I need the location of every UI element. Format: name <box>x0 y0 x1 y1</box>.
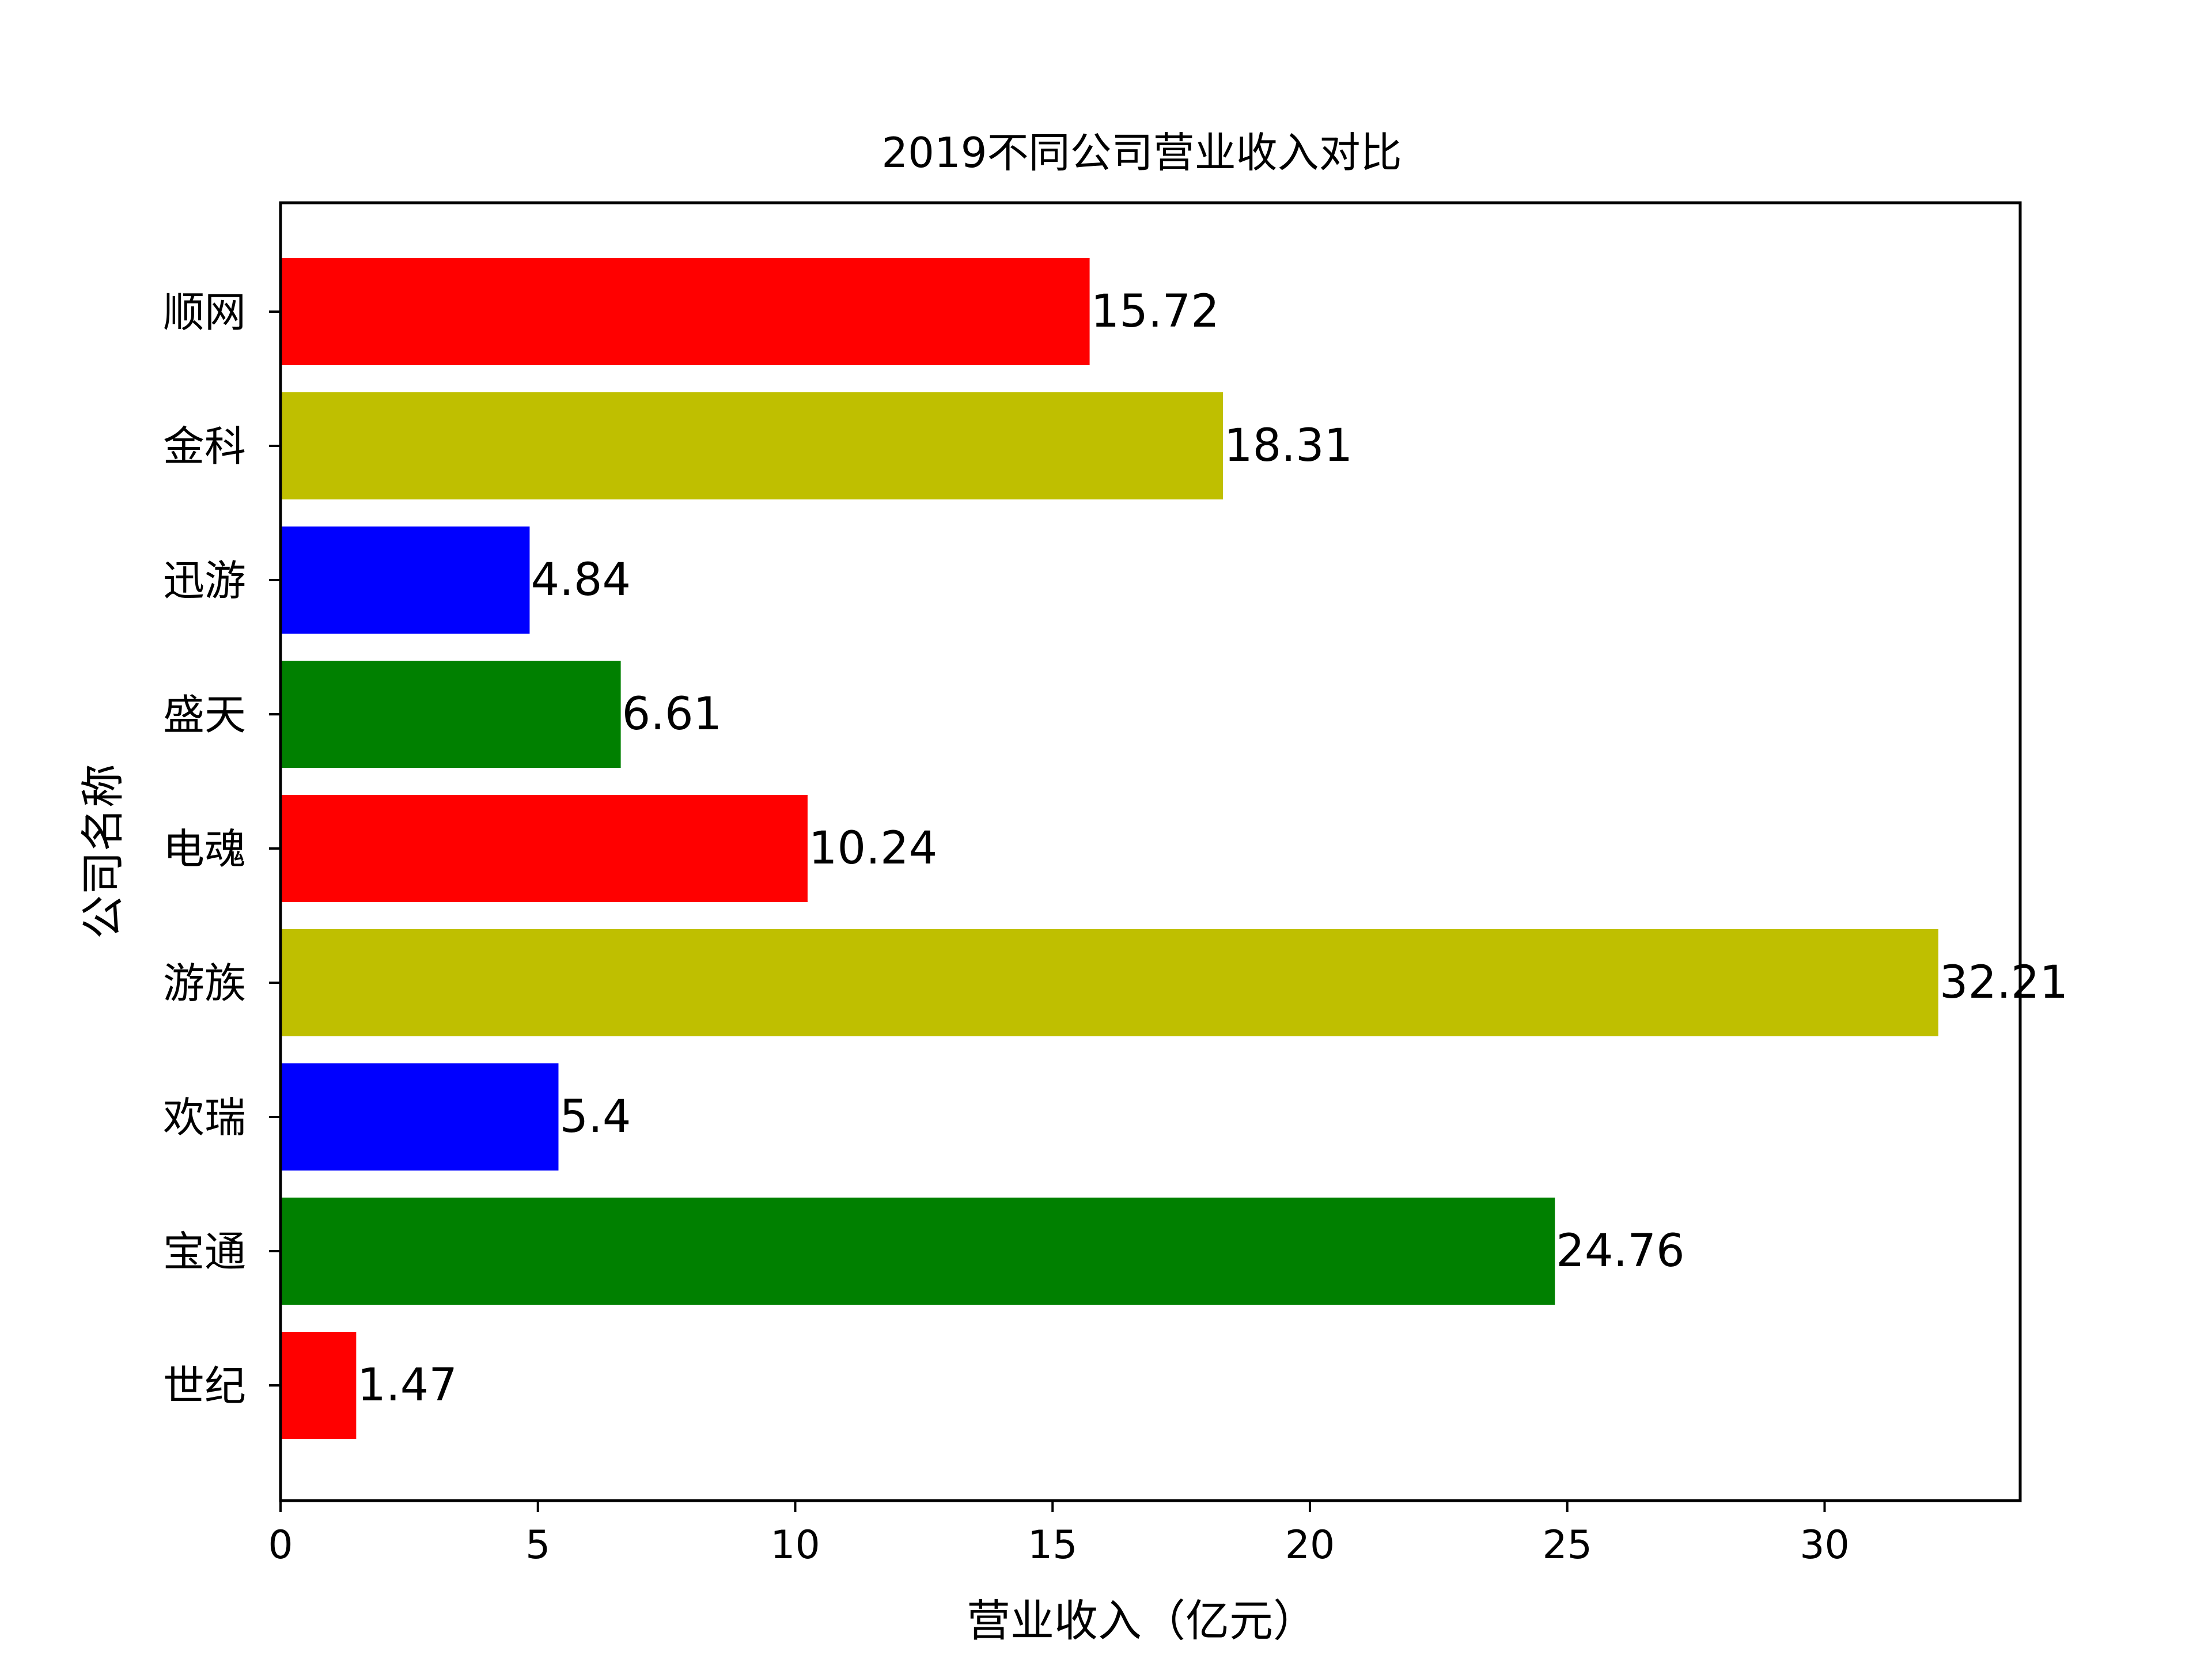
bar-9 <box>281 258 1090 365</box>
bar-1 <box>281 1332 357 1439</box>
x-tick-label-7: 30 <box>1800 1522 1850 1568</box>
value-label-3: 5.4 <box>559 1091 631 1143</box>
x-tick-label-6: 25 <box>1542 1522 1592 1568</box>
y-tick-label-1: 世纪 <box>163 1362 246 1410</box>
y-tick-label-9: 顺网 <box>163 288 246 336</box>
bar-6 <box>281 661 621 768</box>
value-label-2: 24.76 <box>1556 1225 1684 1277</box>
x-tick-label-2: 5 <box>525 1522 550 1568</box>
y-axis-label: 公司名称 <box>77 764 128 939</box>
value-label-6: 6.61 <box>622 688 722 740</box>
y-tick-label-4: 游族 <box>163 959 246 1007</box>
y-tick-label-6: 盛天 <box>163 691 246 739</box>
value-label-9: 15.72 <box>1091 286 1219 338</box>
bars-layer: 1.47 24.76 5.4 32.21 10.24 6.61 4.84 18.31 15.72 <box>281 258 2068 1439</box>
y-tick-label-2: 宝通 <box>163 1228 246 1276</box>
y-tick-label-7: 迅游 <box>163 556 246 605</box>
x-tick-label-4: 15 <box>1028 1522 1078 1568</box>
axes-layer: 世纪 宝通 欢瑞 游族 电魂 盛天 迅游 金科 顺网 0 5 10 15 20 25 30 <box>163 288 1850 1568</box>
chart-title: 2019不同公司营业收入对比 <box>881 128 1402 177</box>
value-label-7: 4.84 <box>531 554 631 606</box>
bar-2 <box>281 1198 1555 1305</box>
x-tick-label-5: 20 <box>1285 1522 1335 1568</box>
bar-3 <box>281 1063 559 1171</box>
value-label-5: 10.24 <box>809 823 937 874</box>
y-tick-label-5: 电魂 <box>163 825 246 873</box>
bar-4 <box>281 929 1938 1036</box>
x-tick-label-3: 10 <box>770 1522 820 1568</box>
value-label-8: 18.31 <box>1224 420 1353 472</box>
x-axis-label: 营业收入（亿元） <box>967 1595 1317 1646</box>
y-tick-label-8: 金科 <box>163 422 246 471</box>
x-tick-label-1: 0 <box>268 1522 293 1568</box>
bar-5 <box>281 795 808 902</box>
bar-7 <box>281 527 530 634</box>
bar-8 <box>281 392 1223 499</box>
value-label-4: 32.21 <box>1940 957 2068 1009</box>
y-tick-label-3: 欢瑞 <box>163 1093 246 1142</box>
plot-frame <box>279 201 2022 1502</box>
value-label-1: 1.47 <box>357 1359 457 1411</box>
